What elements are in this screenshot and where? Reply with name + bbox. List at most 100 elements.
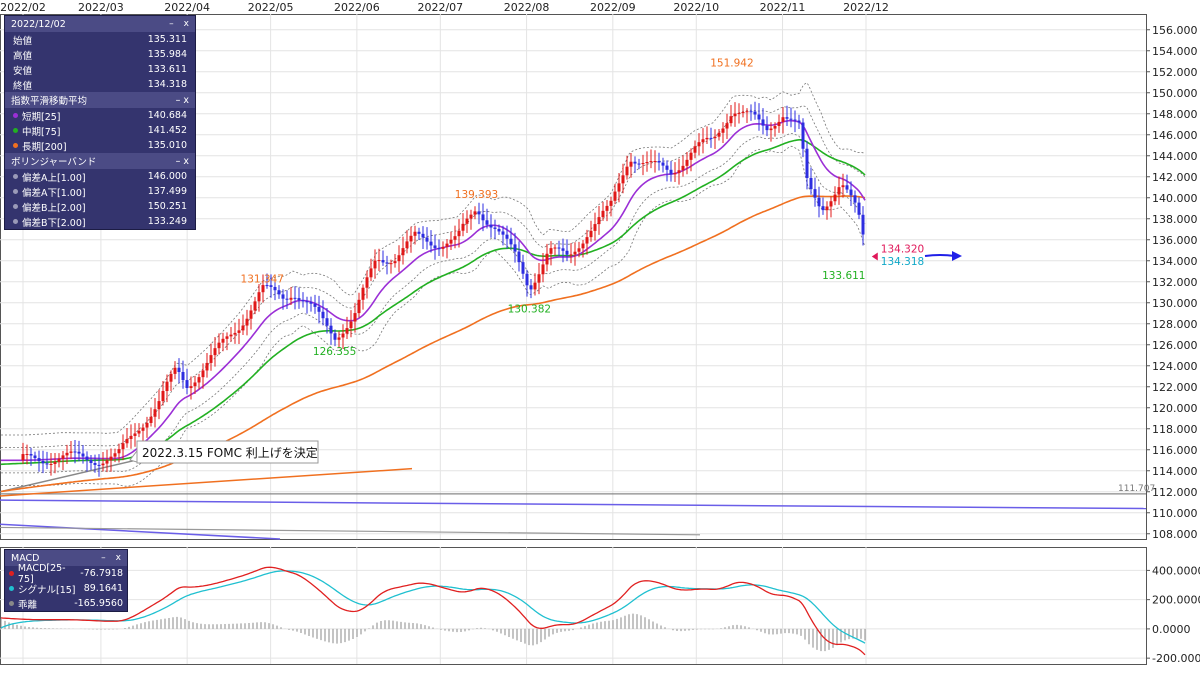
candle-body: [253, 301, 257, 311]
candle-body: [21, 454, 25, 461]
fomc-annotation: 2022.3.15 FOMC 利上げを決定: [129, 440, 319, 464]
minimize-icon[interactable]: –: [175, 155, 181, 167]
minimize-icon[interactable]: –: [175, 94, 181, 106]
candle-body: [61, 455, 65, 459]
ema-value: 135.010: [147, 140, 187, 151]
macd-line: [0, 566, 866, 656]
candle-body: [269, 285, 273, 287]
macd-label: MACD[25-75]: [17, 562, 66, 585]
candle-body: [365, 277, 369, 288]
candle-body: [845, 185, 849, 190]
candle-body: [105, 460, 109, 464]
candle-body: [797, 120, 801, 123]
divergence-row: 乖離 -165.9560: [5, 596, 127, 611]
candle-body: [537, 274, 541, 283]
candle-body: [729, 116, 733, 124]
bb-header[interactable]: ボリンジャーバンド – x: [5, 153, 195, 169]
y-tick-label: 130.000: [1152, 297, 1198, 310]
signal-label: シグナル[15]: [18, 584, 76, 596]
candle-body: [389, 263, 393, 265]
candle-body: [849, 189, 853, 196]
candle-body: [213, 348, 217, 356]
candle-body: [785, 117, 789, 119]
close-icon[interactable]: x: [115, 553, 121, 563]
candle-body: [201, 370, 205, 378]
candle-body: [49, 463, 53, 465]
candle-body: [737, 113, 741, 115]
y-tick-label: 124.000: [1152, 360, 1198, 373]
ema-value: 140.684: [147, 110, 187, 121]
close-icon[interactable]: x: [183, 94, 189, 106]
candle-body: [581, 243, 585, 249]
minimize-icon[interactable]: –: [169, 19, 174, 29]
bollinger-band-lower-2: [1, 145, 866, 487]
candle-body: [765, 125, 769, 131]
ema-header[interactable]: 指数平滑移動平均 – x: [5, 92, 195, 108]
candle-body: [429, 241, 433, 246]
candle-body: [281, 294, 285, 299]
close-icon[interactable]: x: [183, 19, 189, 29]
ohlc-value: 135.311: [147, 34, 187, 45]
legend-dot-icon: [13, 204, 18, 209]
x-tick-label: 2022/12: [843, 1, 889, 14]
macd-panel[interactable]: MACD – x MACD[25-75] -76.7918 シグナル[15] 8…: [4, 549, 128, 612]
candle-body: [57, 458, 61, 462]
legend-dot-icon: [13, 113, 18, 118]
legend-dot-icon: [13, 128, 18, 133]
candle-body: [41, 460, 45, 464]
candle-body: [297, 298, 301, 301]
candle-body: [501, 231, 505, 235]
ohlc-value: 133.611: [147, 64, 187, 75]
candle-body: [233, 332, 237, 335]
candle-body: [285, 298, 289, 300]
candle-body: [101, 463, 105, 466]
candle-body: [185, 380, 189, 389]
candle-body: [609, 200, 613, 206]
annotation-text: 2022.3.15 FOMC 利上げを決定: [142, 445, 318, 460]
candle-body: [141, 427, 145, 431]
x-tick-label: 2022/02: [0, 1, 46, 14]
y-tick-label: 110.000: [1152, 507, 1198, 520]
candle-body: [745, 111, 749, 113]
candle-body: [673, 173, 677, 175]
candle-body: [633, 161, 637, 164]
macd-y-tick-label: 200.0000: [1152, 594, 1200, 607]
macd-plot-frame: [0, 547, 1147, 665]
candle-body: [237, 330, 241, 333]
y-tick-label: 140.000: [1152, 192, 1198, 205]
candle-body: [121, 443, 125, 450]
candle-body: [333, 333, 337, 340]
candle-body: [621, 175, 625, 184]
candle-body: [513, 244, 517, 252]
candle-body: [757, 114, 761, 120]
candle-body: [413, 231, 417, 236]
candle-body: [457, 230, 461, 237]
y-tick-label: 156.000: [1152, 24, 1198, 37]
candle-body: [569, 254, 573, 256]
candle-body: [629, 161, 633, 167]
candle-body: [829, 201, 833, 207]
candle-body: [721, 128, 725, 133]
candle-body: [37, 458, 41, 461]
legend-dot-icon: [13, 219, 18, 224]
y-tick-label: 116.000: [1152, 444, 1198, 457]
candle-body: [165, 381, 169, 391]
x-tick-label: 2022/05: [248, 1, 294, 14]
y-tick-label: 152.000: [1152, 66, 1198, 79]
candle-body: [837, 187, 841, 195]
y-tick-label: 118.000: [1152, 423, 1198, 436]
macd-y-tick-label: 0.0000: [1152, 623, 1191, 636]
price-marker-icon: [871, 252, 878, 261]
info-panel[interactable]: 2022/12/02 – x 始値 135.311 高値 135.984 安値 …: [4, 15, 196, 230]
ema-label: 長期[200]: [22, 141, 67, 153]
candle-body: [777, 121, 781, 126]
x-tick-label: 2022/04: [164, 1, 210, 14]
macd-panel-header[interactable]: MACD – x: [5, 550, 127, 566]
minimize-icon[interactable]: –: [101, 553, 106, 563]
candle-body: [573, 251, 577, 255]
info-panel-header[interactable]: 2022/12/02 – x: [5, 16, 195, 32]
candle-body: [181, 372, 185, 381]
close-icon[interactable]: x: [183, 155, 189, 167]
